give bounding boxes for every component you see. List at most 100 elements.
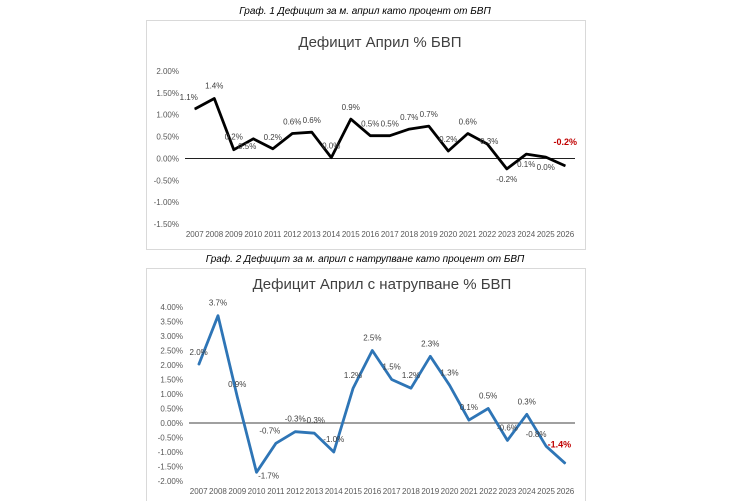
chart2-data-label: -1.0%	[323, 435, 344, 444]
chart1-data-point	[252, 138, 254, 140]
chart1-xtick-label: 2012	[283, 230, 301, 239]
chart1-data-point	[428, 125, 430, 127]
chart1-data-label: 0.6%	[303, 116, 321, 125]
chart2-data-point	[429, 355, 431, 357]
chart2-data-label: -1.7%	[258, 471, 279, 480]
chart1-xtick-label: 2023	[498, 230, 516, 239]
chart1-data-label: 0.0%	[322, 142, 340, 151]
chart2-data-point	[275, 442, 277, 444]
chart2-data-point	[487, 408, 489, 409]
chart2-area: Дефицит Април с натрупване % БВП -2.00% -1…	[146, 268, 586, 501]
chart2-ytick-label: -1.00%	[158, 448, 183, 457]
chart1-data-point	[506, 168, 508, 170]
chart1-data-point	[369, 135, 371, 137]
chart1-ytick-label: 1.50%	[156, 89, 179, 98]
chart1-xtick-label: 2017	[381, 230, 399, 239]
chart1-data-label: 1.1%	[180, 93, 198, 102]
chart2-data-point	[371, 350, 373, 351]
chart2-xtick-label: 2008	[209, 487, 227, 496]
chart2-data-label: -1.4%	[548, 440, 572, 450]
chart1-xtick-label: 2011	[264, 230, 282, 239]
chart2-data-point	[198, 364, 200, 366]
chart1-data-label: 1.4%	[205, 82, 223, 91]
chart1-data-label: 0.5%	[361, 120, 379, 129]
chart2-xtick-label: 2018	[402, 487, 420, 496]
chart2-data-label: -0.3%	[285, 415, 306, 424]
chart2-data-point	[391, 379, 393, 380]
chart1-data-point	[467, 133, 469, 135]
chart1-data-label: 0.6%	[283, 118, 301, 127]
chart2-ytick-label: 1.50%	[160, 376, 183, 385]
chart2-xtick-label: 2017	[383, 487, 401, 496]
chart1-data-point	[330, 157, 332, 159]
chart2-ytick-label: 0.50%	[160, 405, 183, 414]
chart2-data-point	[217, 315, 219, 317]
chart2-data-label: 2.3%	[421, 339, 439, 348]
chart2-xtick-label: 2011	[267, 487, 285, 496]
chart1-data-point	[272, 148, 274, 150]
chart1-xtick-label: 2026	[556, 230, 574, 239]
chart1-data-label: -0.2%	[496, 175, 517, 184]
chart1-data-point	[291, 133, 293, 135]
chart2-ytick-label: 0.00%	[160, 419, 183, 428]
chart2-xtick-label: 2021	[460, 487, 478, 496]
chart2-data-label: 1.2%	[402, 371, 420, 380]
chart1-data-label: 0.5%	[238, 142, 256, 151]
chart2-ytick-label: -1.50%	[158, 463, 183, 472]
chart1-xtick-label: 2014	[322, 230, 340, 239]
chart1-xtick-label: 2024	[517, 230, 535, 239]
chart2-svg: Дефицит Април с натрупване % БВП -2.00% -1…	[158, 276, 575, 496]
chart2-xtick-label: 2016	[363, 487, 381, 496]
chart2-data-label: 2.5%	[363, 334, 381, 343]
chart1-data-label: 0.7%	[420, 110, 438, 119]
chart2-xtick-label: 2013	[306, 487, 324, 496]
chart2-data-point	[236, 396, 238, 398]
chart1-area: Дефицит Април % БВП -1.50% -1.00% -0.50% 0.0…	[146, 20, 586, 250]
chart1-data-point	[389, 135, 391, 137]
chart1-data-label: 0.2%	[225, 133, 243, 142]
chart2-data-label: 1.3%	[440, 368, 458, 377]
chart1-ytick-label: -1.00%	[154, 198, 179, 207]
chart1-data-label: 0.2%	[264, 133, 282, 142]
chart1-data-label: 0.0%	[537, 163, 555, 172]
chart2-ytick-label: 1.00%	[160, 390, 183, 399]
chart1-data-point	[447, 150, 449, 152]
chart2-data-point	[333, 451, 335, 453]
chart2-data-label: 2.0%	[190, 348, 208, 357]
chart1-xtick-label: 2007	[186, 230, 204, 239]
chart1-ytick-label: 1.00%	[156, 111, 179, 120]
chart1-data-point	[194, 108, 196, 110]
chart2-data-point	[564, 463, 566, 465]
chart2-data-point	[294, 431, 296, 433]
chart1-data-point	[486, 143, 488, 145]
chart1-data-point	[350, 118, 352, 120]
chart2-ytick-label: -2.00%	[158, 477, 183, 486]
chart1-ytick-label: 2.00%	[156, 67, 179, 76]
chart2-ytick-label: 3.00%	[160, 332, 183, 341]
chart2-data-label: -0.7%	[259, 426, 280, 435]
chart1-ytick-label: 0.50%	[156, 133, 179, 142]
chart2-series-line	[197, 314, 567, 474]
chart2-xtick-label: 2026	[556, 487, 574, 496]
chart2-data-label: 0.5%	[479, 392, 497, 401]
chart1-data-point	[408, 128, 410, 130]
chart2-xtick-label: 2014	[325, 487, 343, 496]
chart1-data-label: 0.9%	[342, 103, 360, 112]
chart2-data-point	[545, 445, 547, 447]
chart1-data-point	[311, 131, 313, 133]
chart2-xtick-label: 2020	[441, 487, 459, 496]
chart1-data-label: -0.2%	[553, 137, 577, 147]
chart2-data-point	[526, 413, 528, 415]
chart1-data-point	[525, 153, 527, 155]
chart1-data-point	[233, 149, 235, 151]
chart2-caption: Граф. 2 Дефицит за м. април с натрупване…	[205, 254, 525, 265]
chart2-data-point	[313, 432, 315, 434]
chart1-caption: Граф. 1 Дефицит за м. април като процент…	[239, 6, 491, 17]
chart2-title: Дефицит Април с натрупване % БВП	[253, 276, 512, 293]
chart1-xtick-label: 2008	[205, 230, 223, 239]
chart2-xtick-label: 2009	[228, 487, 246, 496]
chart1-data-label: 0.6%	[459, 118, 477, 127]
chart2-data-point	[352, 387, 354, 389]
chart2-xtick-label: 2025	[537, 487, 555, 496]
chart2-ytick-label: -0.50%	[158, 434, 183, 443]
